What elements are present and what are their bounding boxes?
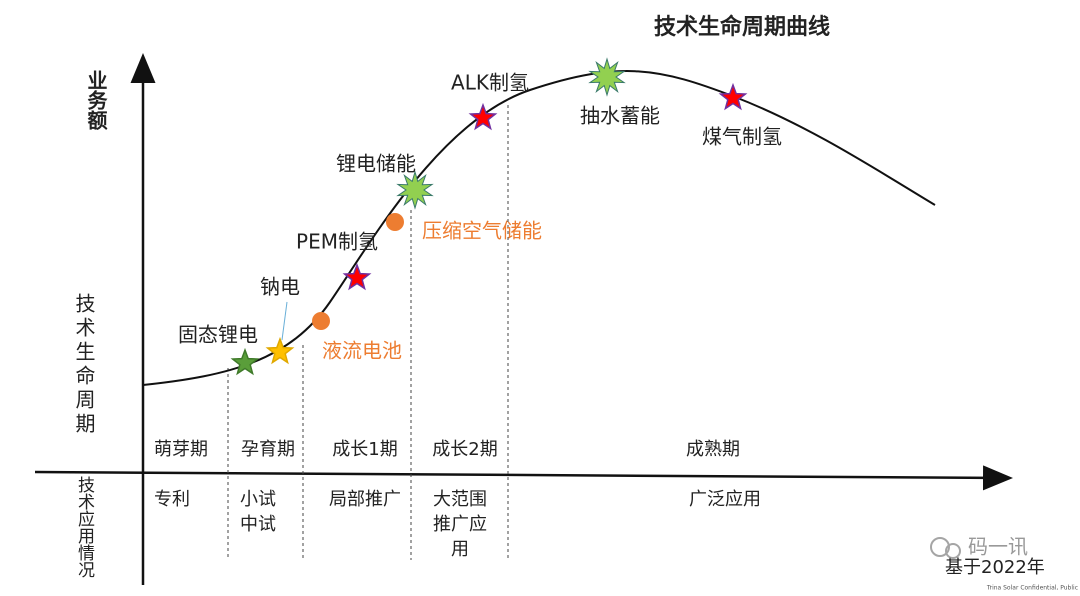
application-label: 专利 [154, 489, 190, 510]
technology-label: 固态锂电 [178, 323, 258, 347]
technology-label: 压缩空气储能 [422, 219, 542, 243]
application-label: 大范围 [433, 489, 487, 510]
technology-label: 煤气制氢 [702, 125, 782, 149]
tech-marker [718, 82, 748, 111]
tech-marker [230, 347, 260, 376]
lifecycle-label: 技术生命周期 [72, 293, 96, 437]
technology-label: 锂电储能 [336, 152, 416, 176]
watermark: 码一讯 [930, 535, 1028, 559]
tech-marker [386, 213, 404, 231]
separators [227, 105, 509, 560]
stage-label: 成长2期 [432, 439, 497, 460]
tech-marker [312, 312, 330, 330]
application-label: 中试 [240, 514, 276, 535]
application-label: 广泛应用 [689, 489, 761, 510]
x-axis [34, 465, 1013, 491]
application-label: 用 [451, 539, 469, 560]
markers [230, 57, 748, 376]
tech-marker [588, 57, 626, 97]
application-label: 局部推广 [329, 489, 401, 510]
stage-label: 萌芽期 [154, 439, 208, 460]
stage-label: 孕育期 [241, 439, 295, 460]
watermark-text: 码一讯 [968, 535, 1028, 559]
tech-marker [468, 102, 498, 131]
technology-label: 抽水蓄能 [580, 104, 660, 128]
tech-marker [342, 262, 372, 291]
stage-label: 成长1期 [332, 439, 397, 460]
footer: 基于2022年 [945, 557, 1045, 578]
leader-line [281, 301, 288, 341]
technology-label: ALK制氢 [451, 71, 529, 95]
lifecycle-curve [142, 70, 936, 386]
tech-marker [265, 336, 295, 365]
title: 技术生命周期曲线 [654, 14, 830, 40]
technology-label: 液流电池 [322, 339, 402, 363]
confidential: Trina Solar Confidential, Public [986, 585, 1078, 592]
technology-label: 钠电 [260, 275, 300, 299]
tech-marker [396, 170, 434, 210]
y-axis-label: 业务额 [84, 70, 108, 131]
technology-label: PEM制氢 [296, 230, 378, 254]
application-label: 技术应用情况 [74, 476, 95, 578]
application-label: 推广应 [433, 514, 487, 535]
application-label: 小试 [240, 489, 276, 510]
stage-label: 成熟期 [686, 439, 740, 460]
